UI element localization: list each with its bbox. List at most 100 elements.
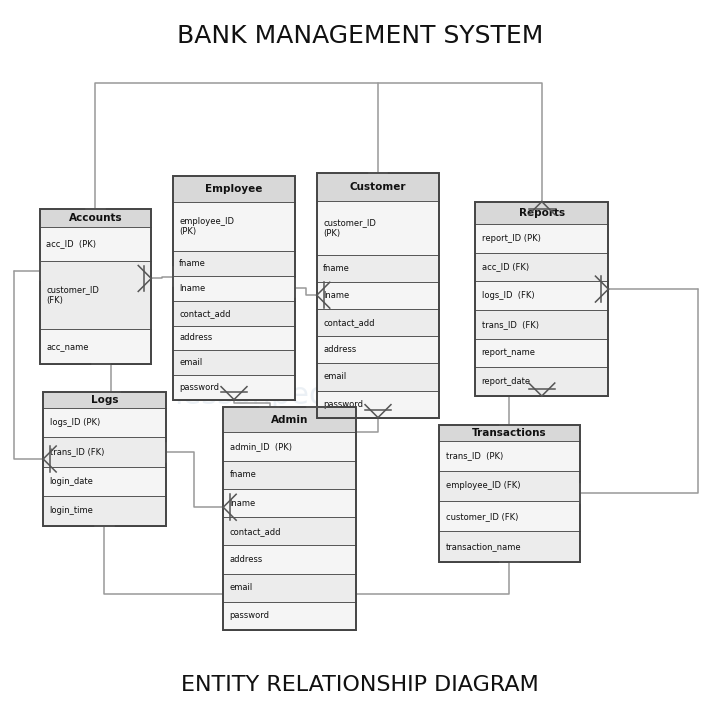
Text: address: address <box>230 555 263 564</box>
Bar <box>40 209 151 364</box>
Text: customer_ID (FK): customer_ID (FK) <box>446 512 518 521</box>
Text: Customer: Customer <box>350 182 406 192</box>
Bar <box>475 224 608 253</box>
Bar <box>223 407 356 433</box>
Text: email: email <box>323 372 346 382</box>
Text: Reports: Reports <box>518 208 565 217</box>
Bar <box>223 545 356 574</box>
Text: trans_ID  (PK): trans_ID (PK) <box>446 451 503 460</box>
Bar <box>173 176 295 202</box>
Text: report_name: report_name <box>482 348 536 358</box>
Bar <box>40 261 151 329</box>
Bar <box>439 425 580 441</box>
Text: Logs: Logs <box>91 395 118 405</box>
Text: acc_ID (FK): acc_ID (FK) <box>482 263 528 271</box>
Text: Transactions: Transactions <box>472 428 546 438</box>
Text: transaction_name: transaction_name <box>446 542 521 551</box>
Bar <box>223 461 356 489</box>
Bar <box>40 209 151 227</box>
Bar <box>317 390 439 418</box>
Bar <box>43 392 166 408</box>
Bar <box>317 173 439 201</box>
Bar <box>43 467 166 496</box>
Text: contact_add: contact_add <box>323 318 375 328</box>
Text: email: email <box>179 358 202 367</box>
Bar <box>223 602 356 630</box>
Text: lessonpedia.com: lessonpedia.com <box>174 382 431 410</box>
Text: report_ID (PK): report_ID (PK) <box>482 234 541 243</box>
Bar <box>43 496 166 526</box>
Bar <box>173 375 295 400</box>
Bar <box>173 325 295 350</box>
Bar <box>173 301 295 325</box>
Bar <box>317 336 439 364</box>
Bar <box>317 282 439 310</box>
Bar <box>317 201 439 255</box>
Text: ENTITY RELATIONSHIP DIAGRAM: ENTITY RELATIONSHIP DIAGRAM <box>181 675 539 696</box>
Text: fname: fname <box>179 259 206 269</box>
Text: trans_ID (FK): trans_ID (FK) <box>50 447 104 456</box>
Bar <box>223 517 356 545</box>
Bar <box>223 574 356 602</box>
Text: Employee: Employee <box>205 184 263 194</box>
Text: employee_ID (FK): employee_ID (FK) <box>446 482 520 490</box>
Bar <box>475 282 608 310</box>
Bar <box>317 310 439 336</box>
Text: employee_ID
(PK): employee_ID (PK) <box>179 217 234 236</box>
Text: address: address <box>179 333 212 343</box>
Text: customer_ID
(PK): customer_ID (PK) <box>323 218 376 238</box>
Text: BANK MANAGEMENT SYSTEM: BANK MANAGEMENT SYSTEM <box>177 24 543 48</box>
Text: fname: fname <box>230 470 256 480</box>
Text: report_date: report_date <box>482 377 531 386</box>
Bar <box>223 407 356 630</box>
Text: password: password <box>179 383 220 392</box>
Bar <box>173 202 295 251</box>
Bar <box>439 531 580 562</box>
Text: Accounts: Accounts <box>68 212 122 222</box>
Bar <box>475 367 608 396</box>
Bar <box>173 276 295 301</box>
Bar <box>439 425 580 562</box>
Bar <box>43 392 166 526</box>
Text: login_date: login_date <box>50 477 94 486</box>
Text: acc_ID  (PK): acc_ID (PK) <box>46 239 96 248</box>
Text: acc_name: acc_name <box>46 342 89 351</box>
Text: logs_ID (PK): logs_ID (PK) <box>50 418 100 427</box>
Bar <box>475 338 608 367</box>
Text: fname: fname <box>323 264 350 273</box>
Bar <box>173 251 295 276</box>
Bar <box>43 437 166 467</box>
Text: lname: lname <box>323 291 349 300</box>
Bar <box>317 364 439 390</box>
Text: email: email <box>230 583 253 592</box>
Text: trans_ID  (FK): trans_ID (FK) <box>482 320 539 329</box>
Text: address: address <box>323 346 356 354</box>
Bar <box>475 253 608 282</box>
Bar <box>317 173 439 418</box>
Bar <box>475 310 608 338</box>
Bar <box>439 441 580 471</box>
Text: password: password <box>230 611 270 621</box>
Text: lname: lname <box>179 284 205 293</box>
Text: login_time: login_time <box>50 506 94 516</box>
Bar <box>223 433 356 461</box>
Bar <box>173 176 295 400</box>
Bar <box>40 227 151 261</box>
Bar <box>40 329 151 364</box>
Bar <box>439 501 580 531</box>
Bar <box>439 471 580 501</box>
Text: password: password <box>323 400 364 408</box>
Bar <box>173 350 295 375</box>
Text: logs_ID  (FK): logs_ID (FK) <box>482 291 534 300</box>
Bar <box>43 408 166 437</box>
Bar <box>475 202 608 396</box>
Bar <box>223 489 356 517</box>
Text: customer_ID
(FK): customer_ID (FK) <box>46 285 99 305</box>
Text: Admin: Admin <box>271 415 308 425</box>
Text: contact_add: contact_add <box>230 527 282 536</box>
Text: admin_ID  (PK): admin_ID (PK) <box>230 442 292 451</box>
Text: lname: lname <box>230 498 256 508</box>
Bar <box>475 202 608 224</box>
Bar <box>317 255 439 282</box>
Text: contact_add: contact_add <box>179 309 231 318</box>
